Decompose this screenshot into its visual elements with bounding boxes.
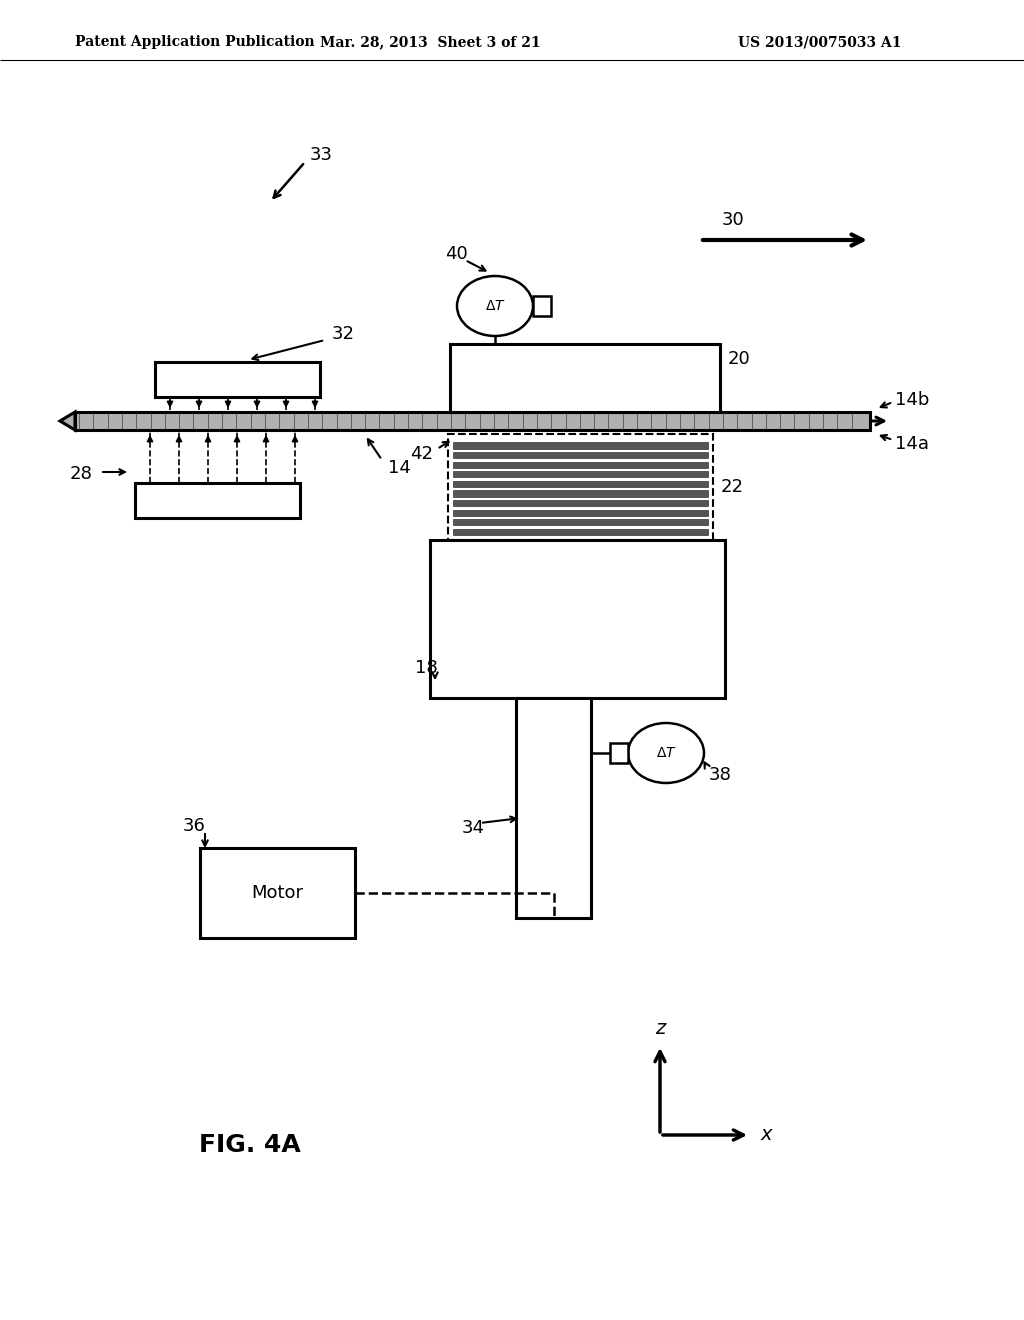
- Text: 38: 38: [709, 766, 732, 784]
- Bar: [453, 480, 708, 487]
- Bar: [453, 529, 708, 535]
- Text: 42: 42: [410, 445, 433, 463]
- Bar: [534, 296, 551, 315]
- Bar: [453, 451, 708, 458]
- Text: US 2013/0075033 A1: US 2013/0075033 A1: [738, 36, 902, 49]
- Bar: [75, 412, 870, 430]
- Text: 14a: 14a: [895, 436, 929, 453]
- Text: 36: 36: [183, 817, 206, 836]
- Bar: [430, 540, 725, 698]
- Text: 14: 14: [388, 459, 411, 477]
- Bar: [453, 471, 708, 478]
- Polygon shape: [60, 412, 75, 430]
- Text: Patent Application Publication: Patent Application Publication: [75, 36, 314, 49]
- Text: 30: 30: [722, 211, 744, 228]
- Text: 33: 33: [310, 147, 333, 164]
- Bar: [155, 362, 319, 397]
- Text: x: x: [760, 1126, 772, 1144]
- Text: 34: 34: [462, 818, 485, 837]
- Text: 18: 18: [415, 659, 437, 677]
- Text: 28: 28: [70, 465, 93, 483]
- Text: 14b: 14b: [895, 391, 930, 409]
- Bar: [453, 500, 708, 506]
- Bar: [610, 743, 628, 763]
- Text: 32: 32: [332, 325, 355, 343]
- Text: 20: 20: [728, 350, 751, 368]
- Text: $\Delta T$: $\Delta T$: [484, 300, 506, 313]
- Bar: [135, 483, 300, 517]
- Ellipse shape: [628, 723, 705, 783]
- Bar: [453, 442, 708, 449]
- Bar: [449, 434, 713, 540]
- Bar: [453, 510, 708, 516]
- Text: z: z: [655, 1019, 666, 1039]
- Bar: [453, 462, 708, 467]
- Text: 22: 22: [721, 478, 744, 496]
- Text: FIG. 4A: FIG. 4A: [199, 1133, 301, 1158]
- Bar: [453, 519, 708, 525]
- Bar: [453, 490, 708, 496]
- Text: Mar. 28, 2013  Sheet 3 of 21: Mar. 28, 2013 Sheet 3 of 21: [319, 36, 541, 49]
- Bar: [200, 847, 355, 939]
- Text: Motor: Motor: [252, 884, 303, 902]
- Bar: [516, 698, 591, 917]
- Bar: [450, 345, 720, 412]
- Text: $\Delta T$: $\Delta T$: [655, 746, 677, 760]
- Ellipse shape: [457, 276, 534, 337]
- Text: 40: 40: [445, 246, 468, 263]
